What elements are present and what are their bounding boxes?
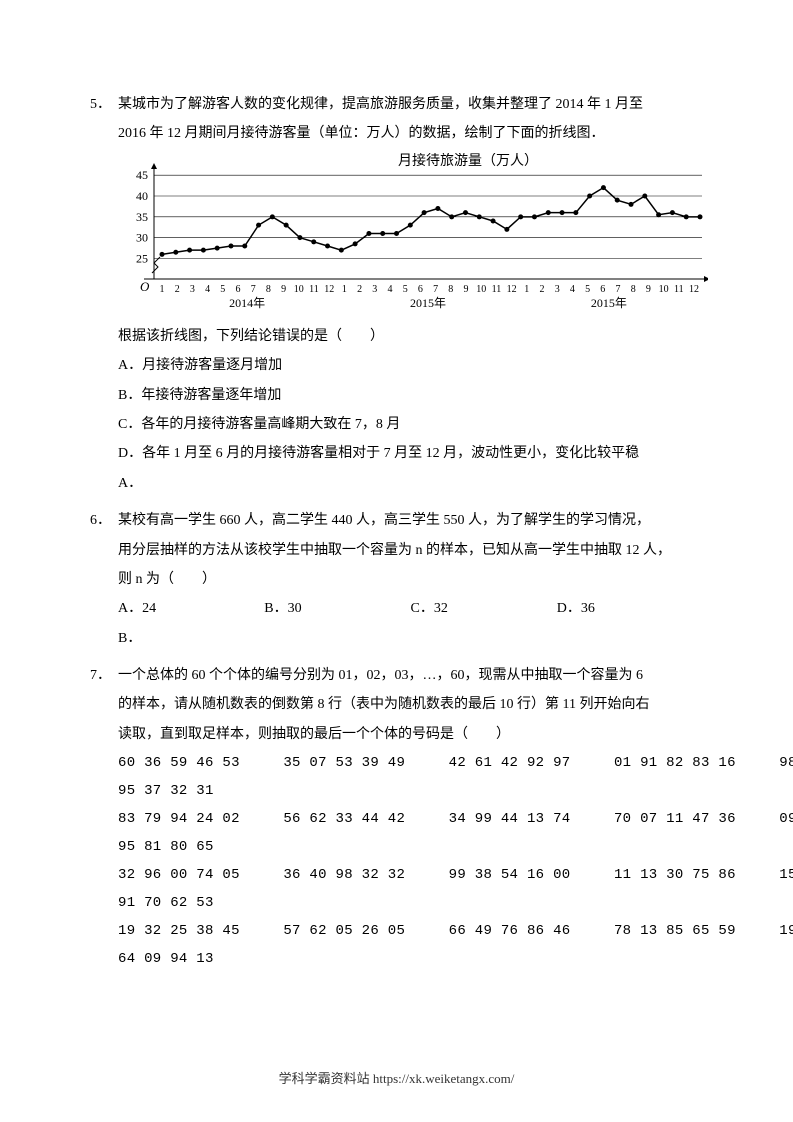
q5-prompt: 根据该折线图，下列结论错误的是（ ） [118, 322, 703, 351]
q6-options: A．24 B．30 C．32 D．36 [118, 594, 703, 623]
question-7: 7． 一个总体的 60 个个体的编号分别为 01，02，03，…，60，现需从中… [90, 661, 703, 973]
svg-text:5: 5 [220, 284, 225, 295]
svg-text:O: O [140, 279, 150, 294]
table-row: 95 37 32 31 [118, 777, 703, 805]
q6-option-c: C．32 [411, 594, 557, 623]
page-footer: 学科学霸资料站 https://xk.weiketangx.com/ [0, 1065, 793, 1092]
svg-text:40: 40 [136, 189, 148, 203]
svg-text:9: 9 [281, 284, 286, 295]
svg-text:9: 9 [646, 284, 651, 295]
q6-text1: 某校有高一学生 660 人，高二学生 440 人，高三学生 550 人，为了解学… [118, 506, 650, 535]
svg-text:30: 30 [136, 230, 148, 244]
svg-text:10: 10 [476, 284, 486, 295]
svg-text:8: 8 [631, 284, 636, 295]
svg-text:5: 5 [585, 284, 590, 295]
q6-number: 6． [90, 506, 118, 535]
random-number-table: 60 36 59 46 53 35 07 53 39 49 42 61 42 9… [118, 749, 703, 973]
q7-text2: 的样本，请从随机数表的倒数第 8 行（表中为随机数表的最后 10 行）第 11 … [118, 690, 703, 719]
q5-option-d: D．各年 1 月至 6 月的月接待游客量相对于 7 月至 12 月，波动性更小，… [118, 439, 703, 468]
q6-text2: 用分层抽样的方法从该校学生中抽取一个容量为 n 的样本，已知从高一学生中抽取 1… [118, 536, 703, 565]
question-5: 5． 某城市为了解游客人数的变化规律，提高旅游服务质量，收集并整理了 2014 … [90, 90, 703, 498]
svg-text:4: 4 [570, 284, 575, 295]
table-row: 91 70 62 53 [118, 889, 703, 917]
svg-text:12: 12 [507, 284, 517, 295]
q7-text1: 一个总体的 60 个个体的编号分别为 01，02，03，…，60，现需从中抽取一… [118, 661, 643, 690]
svg-text:10: 10 [294, 284, 304, 295]
q6-answer: B． [118, 624, 703, 653]
q5-option-b: B．年接待游客量逐年增加 [118, 381, 703, 410]
svg-text:4: 4 [388, 284, 393, 295]
table-row: 19 32 25 38 45 57 62 05 26 05 66 49 76 8… [118, 917, 703, 945]
q6-text3: 则 n 为（ ） [118, 565, 703, 594]
svg-text:45: 45 [136, 168, 148, 182]
svg-text:7: 7 [616, 284, 621, 295]
q7-number: 7． [90, 661, 118, 690]
svg-text:5: 5 [403, 284, 408, 295]
svg-text:35: 35 [136, 210, 148, 224]
svg-text:1: 1 [342, 284, 347, 295]
svg-text:6: 6 [418, 284, 423, 295]
question-6: 6． 某校有高一学生 660 人，高二学生 440 人，高三学生 550 人，为… [90, 506, 703, 653]
q5-number: 5． [90, 90, 118, 119]
svg-text:3: 3 [555, 284, 560, 295]
q5-option-c: C．各年的月接待游客量高峰期大致在 7，8 月 [118, 410, 703, 439]
q7-stem-line1: 7． 一个总体的 60 个个体的编号分别为 01，02，03，…，60，现需从中… [90, 661, 703, 690]
table-row: 95 81 80 65 [118, 833, 703, 861]
svg-text:1: 1 [524, 284, 529, 295]
table-row: 32 96 00 74 05 36 40 98 32 32 99 38 54 1… [118, 861, 703, 889]
svg-text:11: 11 [674, 284, 684, 295]
q5-text2: 2016 年 12 月期间月接待游客量（单位：万人）的数据，绘制了下面的折线图． [118, 119, 703, 148]
svg-text:1: 1 [160, 284, 165, 295]
svg-text:8: 8 [266, 284, 271, 295]
svg-text:2015年: 2015年 [591, 296, 627, 310]
svg-text:9: 9 [464, 284, 469, 295]
svg-text:6: 6 [236, 284, 241, 295]
svg-text:3: 3 [190, 284, 195, 295]
q7-text3: 读取，直到取足样本，则抽取的最后一个个体的号码是（ ） [118, 720, 703, 749]
table-row: 64 09 94 13 [118, 945, 703, 973]
svg-text:11: 11 [309, 284, 319, 295]
svg-text:4: 4 [205, 284, 210, 295]
svg-text:8: 8 [448, 284, 453, 295]
svg-text:2014年: 2014年 [229, 296, 265, 310]
svg-text:2: 2 [540, 284, 545, 295]
svg-text:6: 6 [600, 284, 605, 295]
svg-text:月接待旅游量（万人）: 月接待旅游量（万人） [398, 153, 538, 169]
q6-option-b: B．30 [264, 594, 410, 623]
svg-text:2: 2 [175, 284, 180, 295]
svg-text:10: 10 [659, 284, 669, 295]
svg-text:11: 11 [492, 284, 502, 295]
svg-text:7: 7 [251, 284, 256, 295]
q5-text1: 某城市为了解游客人数的变化规律，提高旅游服务质量，收集并整理了 2014 年 1… [118, 90, 643, 119]
svg-text:25: 25 [136, 251, 148, 265]
table-row: 83 79 94 24 02 56 62 33 44 42 34 99 44 1… [118, 805, 703, 833]
q5-stem-line1: 5． 某城市为了解游客人数的变化规律，提高旅游服务质量，收集并整理了 2014 … [90, 90, 703, 119]
svg-text:2: 2 [357, 284, 362, 295]
svg-text:7: 7 [433, 284, 438, 295]
svg-text:12: 12 [689, 284, 699, 295]
q6-stem-line1: 6． 某校有高一学生 660 人，高二学生 440 人，高三学生 550 人，为… [90, 506, 703, 535]
svg-text:3: 3 [372, 284, 377, 295]
table-row: 60 36 59 46 53 35 07 53 39 49 42 61 42 9… [118, 749, 703, 777]
q5-option-a: A．月接待游客量逐月增加 [118, 351, 703, 380]
svg-text:2015年: 2015年 [410, 296, 446, 310]
q5-answer: A． [118, 469, 703, 498]
svg-text:12: 12 [324, 284, 334, 295]
chart-container: 月接待旅游量（万人）2530354045O1234567891011121234… [118, 153, 703, 318]
q6-option-d: D．36 [557, 594, 703, 623]
line-chart: 月接待旅游量（万人）2530354045O1234567891011121234… [118, 153, 708, 318]
q6-option-a: A．24 [118, 594, 264, 623]
